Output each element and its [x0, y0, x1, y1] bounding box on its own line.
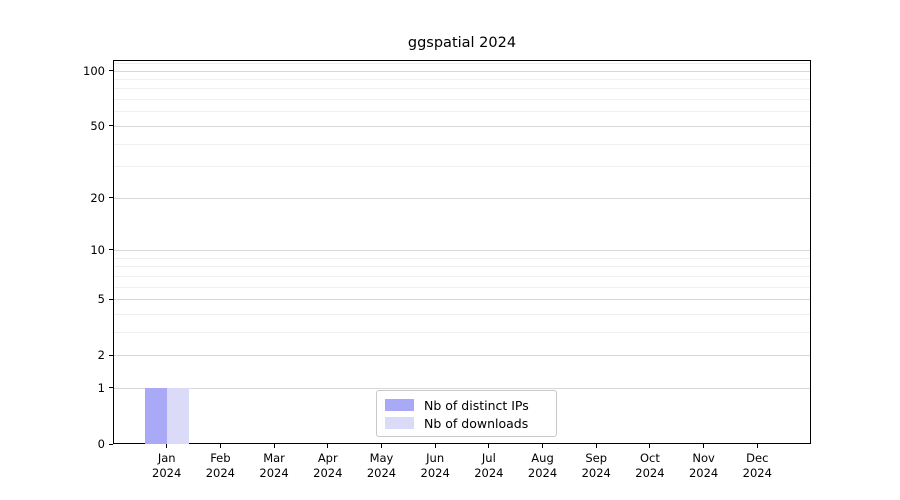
x-tick-label-year: 2024 — [152, 466, 182, 480]
x-axis-tick — [542, 444, 544, 448]
x-tick-label: Nov 2024 — [673, 451, 735, 481]
x-tick-label: Jan 2024 — [136, 451, 198, 481]
gridline-major — [114, 197, 810, 199]
x-tick-label: May 2024 — [350, 451, 412, 481]
gridline-minor — [114, 266, 810, 268]
legend-label-downloads: Nb of downloads — [424, 415, 529, 431]
bar-nb-of-distinct-ips — [144, 387, 167, 444]
x-axis-tick — [166, 444, 168, 448]
x-tick-label: Oct 2024 — [619, 451, 681, 481]
gridline-minor — [114, 275, 810, 277]
y-tick-label: 0 — [97, 437, 105, 451]
y-axis-tick — [109, 354, 113, 356]
gridline-major — [114, 125, 810, 127]
x-axis-tick — [327, 444, 329, 448]
y-axis-tick — [109, 125, 113, 127]
y-axis-tick — [109, 387, 113, 389]
x-tick-label-year: 2024 — [205, 466, 236, 480]
gridline-major — [114, 299, 810, 301]
y-tick-label: 10 — [90, 242, 105, 257]
x-axis-tick — [703, 444, 705, 448]
plot-area — [113, 60, 811, 444]
x-tick-label-month: Feb — [210, 451, 231, 465]
y-tick-label: 1 — [97, 380, 105, 395]
x-tick-label: Jul 2024 — [458, 451, 520, 481]
gridline-minor — [114, 313, 810, 315]
x-tick-label-year: 2024 — [581, 466, 611, 480]
y-axis-tick — [109, 197, 113, 199]
legend-swatch-distinct-ips — [385, 399, 414, 411]
x-tick-label: Sep 2024 — [565, 451, 627, 481]
x-tick-label: Feb 2024 — [189, 451, 251, 481]
y-tick-label: 5 — [97, 292, 105, 307]
gridline-minor — [114, 166, 810, 168]
x-axis-tick — [488, 444, 490, 448]
legend-item-downloads: Nb of downloads — [385, 414, 548, 432]
bar-nb-of-downloads — [166, 387, 189, 444]
x-tick-label-month: Dec — [746, 451, 769, 465]
legend-item-distinct-ips: Nb of distinct IPs — [385, 396, 548, 414]
x-tick-label-month: Jul — [481, 451, 496, 465]
legend: Nb of distinct IPs Nb of downloads — [376, 390, 557, 437]
gridline-major — [114, 387, 810, 389]
x-tick-label-month: Aug — [531, 451, 554, 465]
y-axis-tick — [109, 70, 113, 72]
gridline-major — [114, 249, 810, 251]
y-axis-tick — [109, 443, 113, 445]
y-axis-tick — [109, 249, 113, 251]
y-tick-label: 2 — [97, 348, 105, 363]
y-axis-tick — [109, 298, 113, 300]
gridline-minor — [114, 88, 810, 90]
x-tick-label: Jun 2024 — [404, 451, 466, 481]
x-tick-label-month: Sep — [585, 451, 608, 465]
chart-title: ggspatial 2024 — [407, 35, 517, 51]
x-tick-label-month: Apr — [317, 451, 338, 465]
x-tick-label-year: 2024 — [366, 466, 397, 480]
x-tick-label: Apr 2024 — [297, 451, 359, 481]
y-tick-label: 20 — [90, 190, 105, 205]
x-tick-label-month: Nov — [692, 451, 715, 465]
x-tick-label: Aug 2024 — [512, 451, 574, 481]
y-tick-label: 100 — [83, 63, 105, 78]
gridline-major — [114, 70, 810, 72]
gridline-minor — [114, 257, 810, 259]
x-tick-label-year: 2024 — [688, 466, 719, 480]
legend-label-distinct-ips: Nb of distinct IPs — [424, 397, 529, 413]
x-tick-label: Dec 2024 — [726, 451, 788, 481]
x-tick-label-year: 2024 — [742, 466, 772, 480]
x-axis-tick — [649, 444, 651, 448]
x-tick-label-month: Jan — [157, 451, 176, 465]
gridline-minor — [114, 331, 810, 333]
gridline-major — [114, 355, 810, 357]
x-tick-label-year: 2024 — [259, 466, 289, 480]
x-axis-tick — [219, 444, 221, 448]
x-tick-label-month: Mar — [263, 451, 285, 465]
x-tick-label-month: May — [369, 451, 394, 465]
legend-swatch-downloads — [385, 417, 414, 429]
gridline-minor — [114, 79, 810, 81]
x-tick-label-month: Jun — [426, 451, 445, 465]
x-tick-label-year: 2024 — [420, 466, 450, 480]
x-tick-label: Mar 2024 — [243, 451, 305, 481]
x-axis-tick — [380, 444, 382, 448]
x-tick-label-year: 2024 — [527, 466, 558, 480]
gridline-minor — [114, 286, 810, 288]
gridline-minor — [114, 143, 810, 145]
x-axis-tick — [434, 444, 436, 448]
x-axis-tick — [756, 444, 758, 448]
x-tick-label-month: Oct — [639, 451, 660, 465]
x-axis-tick — [595, 444, 597, 448]
gridline-minor — [114, 62, 810, 64]
x-tick-label-year: 2024 — [313, 466, 343, 480]
x-tick-label-year: 2024 — [474, 466, 504, 480]
gridline-minor — [114, 111, 810, 113]
y-tick-label: 50 — [90, 118, 105, 133]
x-tick-label-year: 2024 — [635, 466, 665, 480]
gridline-minor — [114, 99, 810, 101]
x-axis-tick — [273, 444, 275, 448]
